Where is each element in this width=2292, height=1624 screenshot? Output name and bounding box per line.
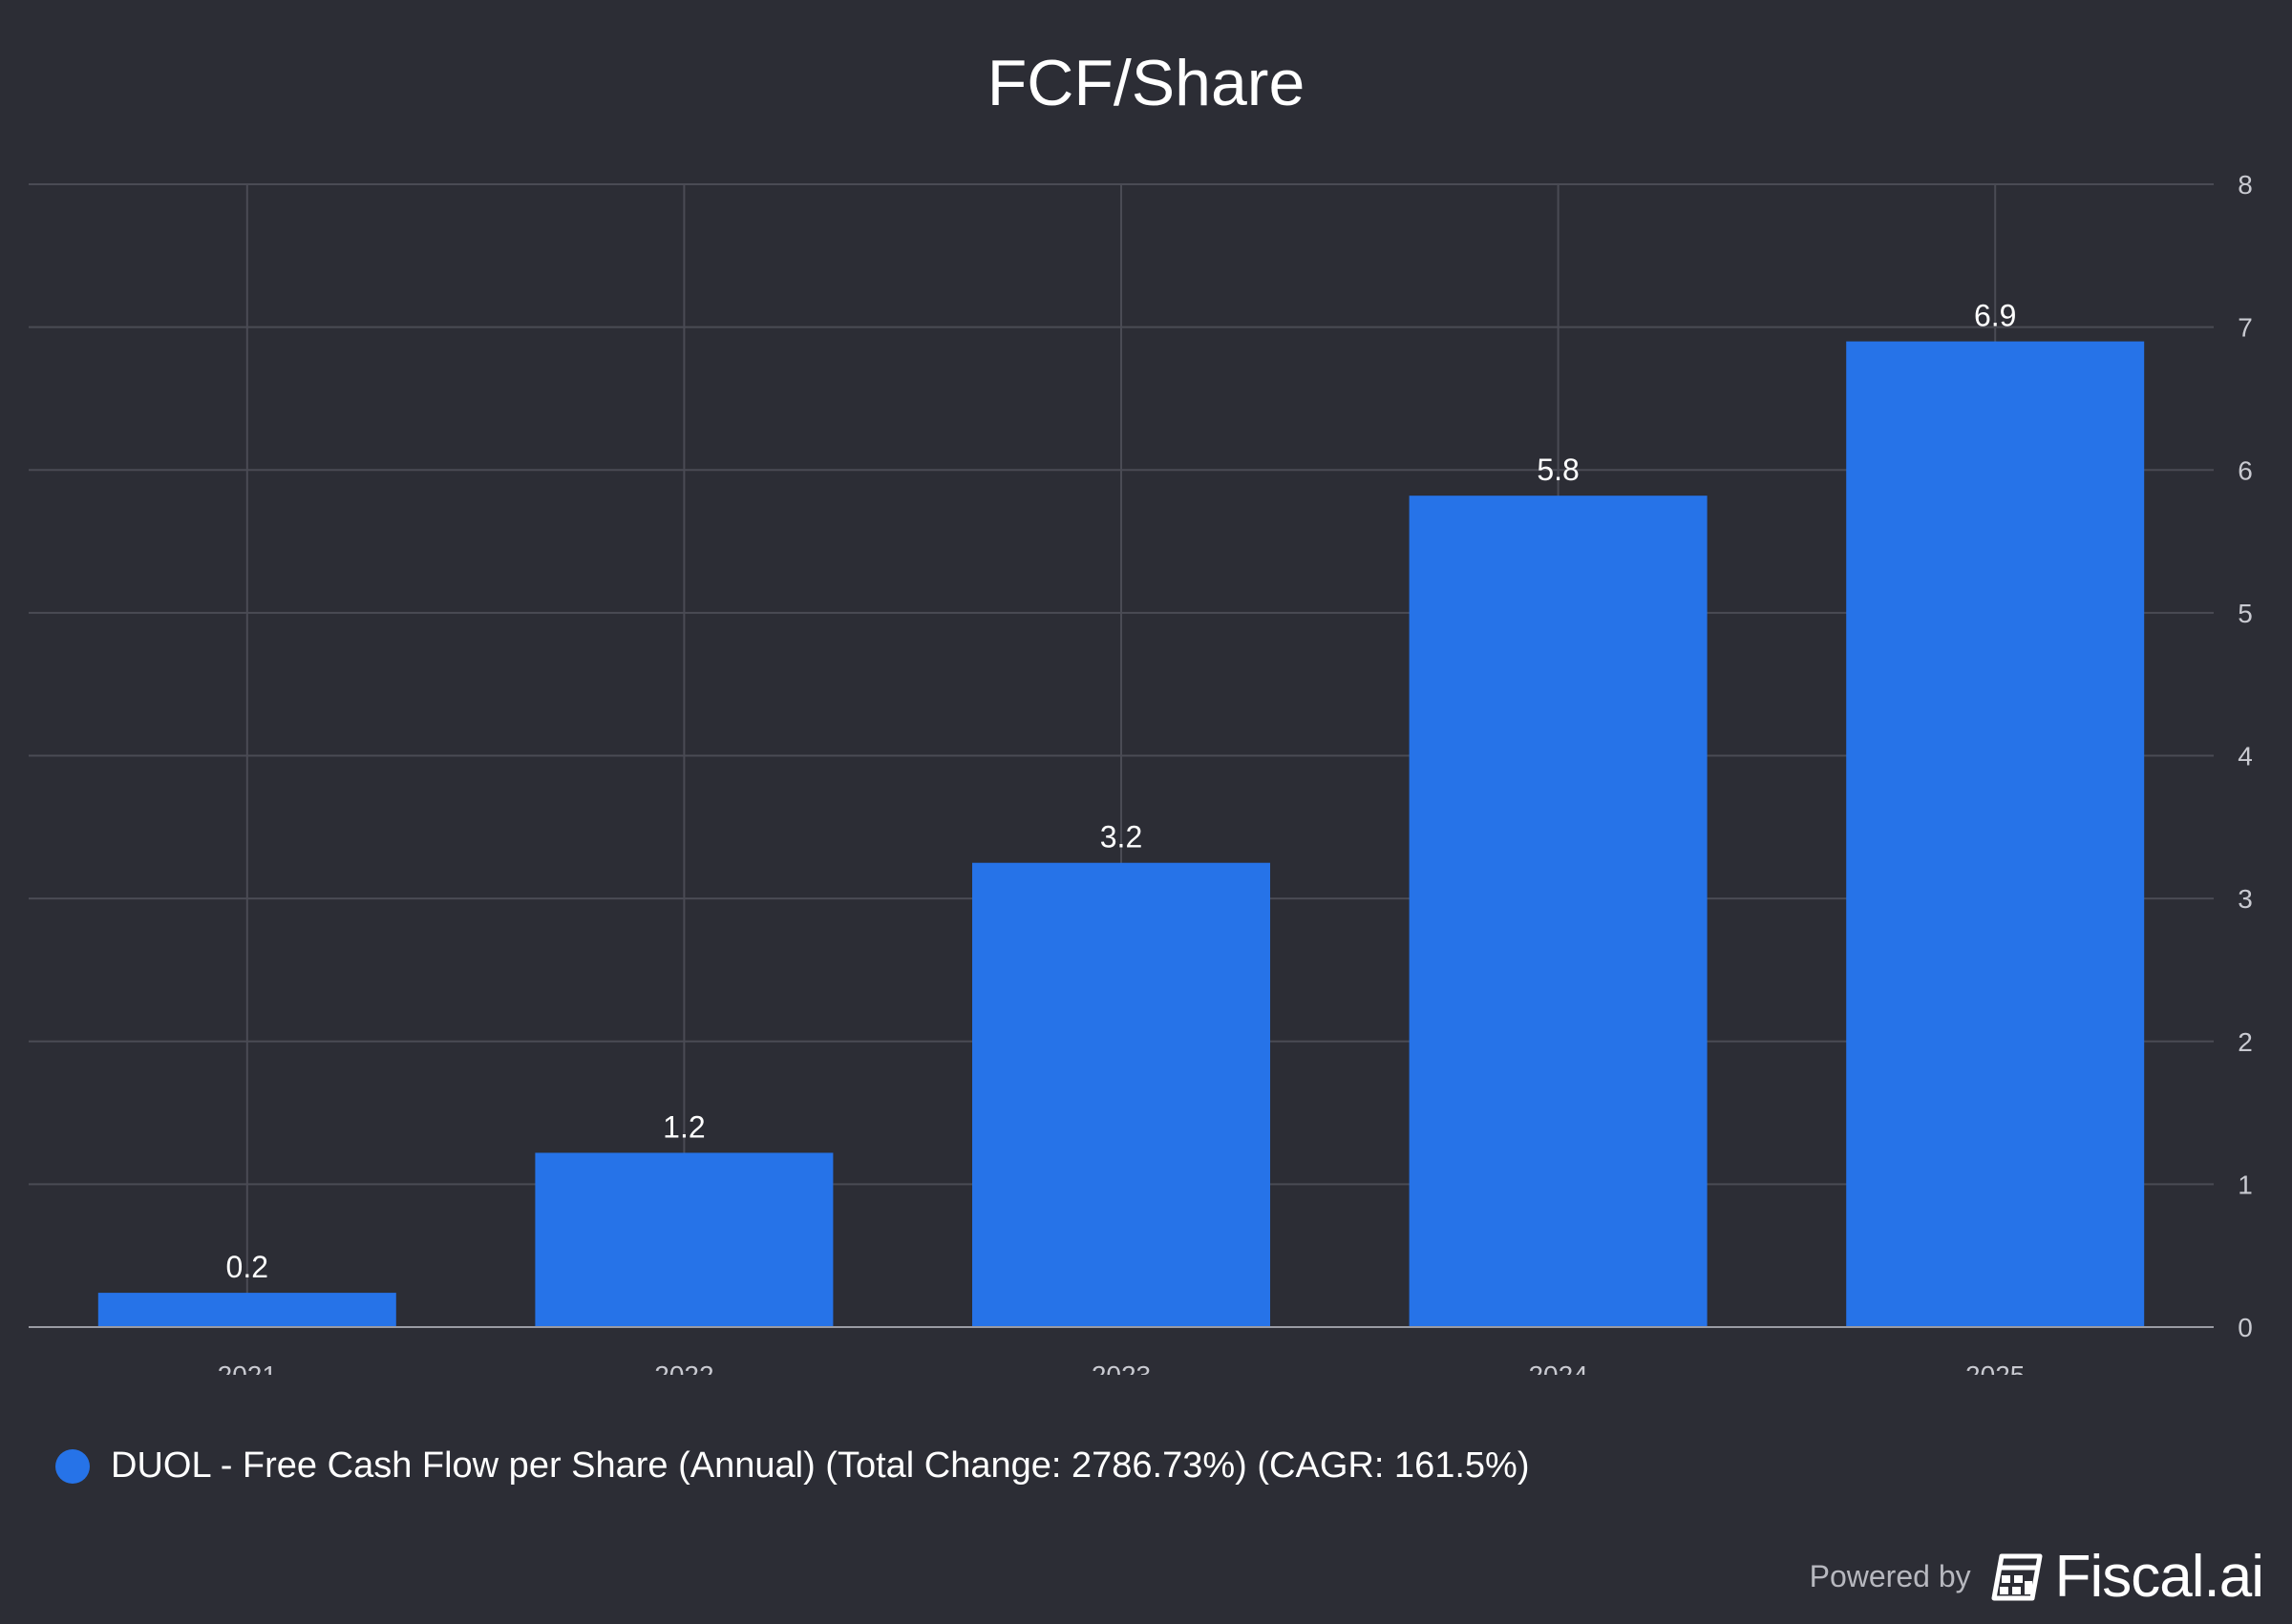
chart-title: FCF/Share (987, 47, 1305, 119)
bars (97, 341, 2145, 1327)
y-tick-label: 5 (2238, 599, 2253, 628)
brand-name: Fiscal.ai (2054, 1544, 2264, 1610)
powered-by-label: Powered by (1809, 1559, 1971, 1593)
legend-marker-icon (55, 1448, 90, 1484)
y-tick-label: 1 (2238, 1170, 2253, 1199)
y-tick-label: 2 (2238, 1027, 2253, 1057)
data-label-2023: 3.2 (1100, 820, 1142, 854)
x-tick-label: 2022 (654, 1360, 713, 1375)
data-label-2022: 1.2 (663, 1109, 705, 1144)
x-tick-label: 2025 (1965, 1360, 2025, 1375)
y-tick-label: 3 (2238, 884, 2253, 914)
fiscal-logo-icon (1991, 1553, 2043, 1600)
bar-2024[interactable] (1409, 496, 1708, 1327)
data-labels: 0.2 1.2 3.2 5.8 6.9 (226, 299, 2017, 1285)
bar-chart: FCF/Share 0.2 1.2 3.2 5.8 6.9 0 1 2 3 4 5 6 7 8 2021 2… (29, 47, 2253, 1375)
bar-2021[interactable] (97, 1293, 396, 1327)
x-tick-label: 2021 (218, 1360, 277, 1375)
data-label-2021: 0.2 (226, 1250, 268, 1284)
data-label-2024: 5.8 (1537, 453, 1579, 487)
axes: 0 1 2 3 4 5 6 7 8 2021 2022 2023 2024 2025 (29, 170, 2253, 1375)
bar-2023[interactable] (972, 862, 1270, 1327)
legend-label: DUOL - Free Cash Flow per Share (Annual)… (111, 1445, 1530, 1486)
y-tick-label: 0 (2238, 1313, 2253, 1342)
y-tick-label: 7 (2238, 313, 2253, 343)
y-tick-label: 6 (2238, 455, 2253, 485)
y-tick-label: 4 (2238, 742, 2253, 771)
x-tick-label: 2024 (1528, 1360, 1587, 1375)
footer-attribution[interactable]: Powered by Fiscal.ai (1809, 1543, 2264, 1611)
bar-2025[interactable] (1846, 341, 2145, 1327)
bar-2022[interactable] (535, 1152, 834, 1327)
legend[interactable]: DUOL - Free Cash Flow per Share (Annual)… (55, 1445, 1529, 1487)
y-tick-label: 8 (2238, 170, 2253, 200)
x-tick-label: 2023 (1092, 1360, 1151, 1375)
data-label-2025: 6.9 (1974, 299, 2016, 333)
